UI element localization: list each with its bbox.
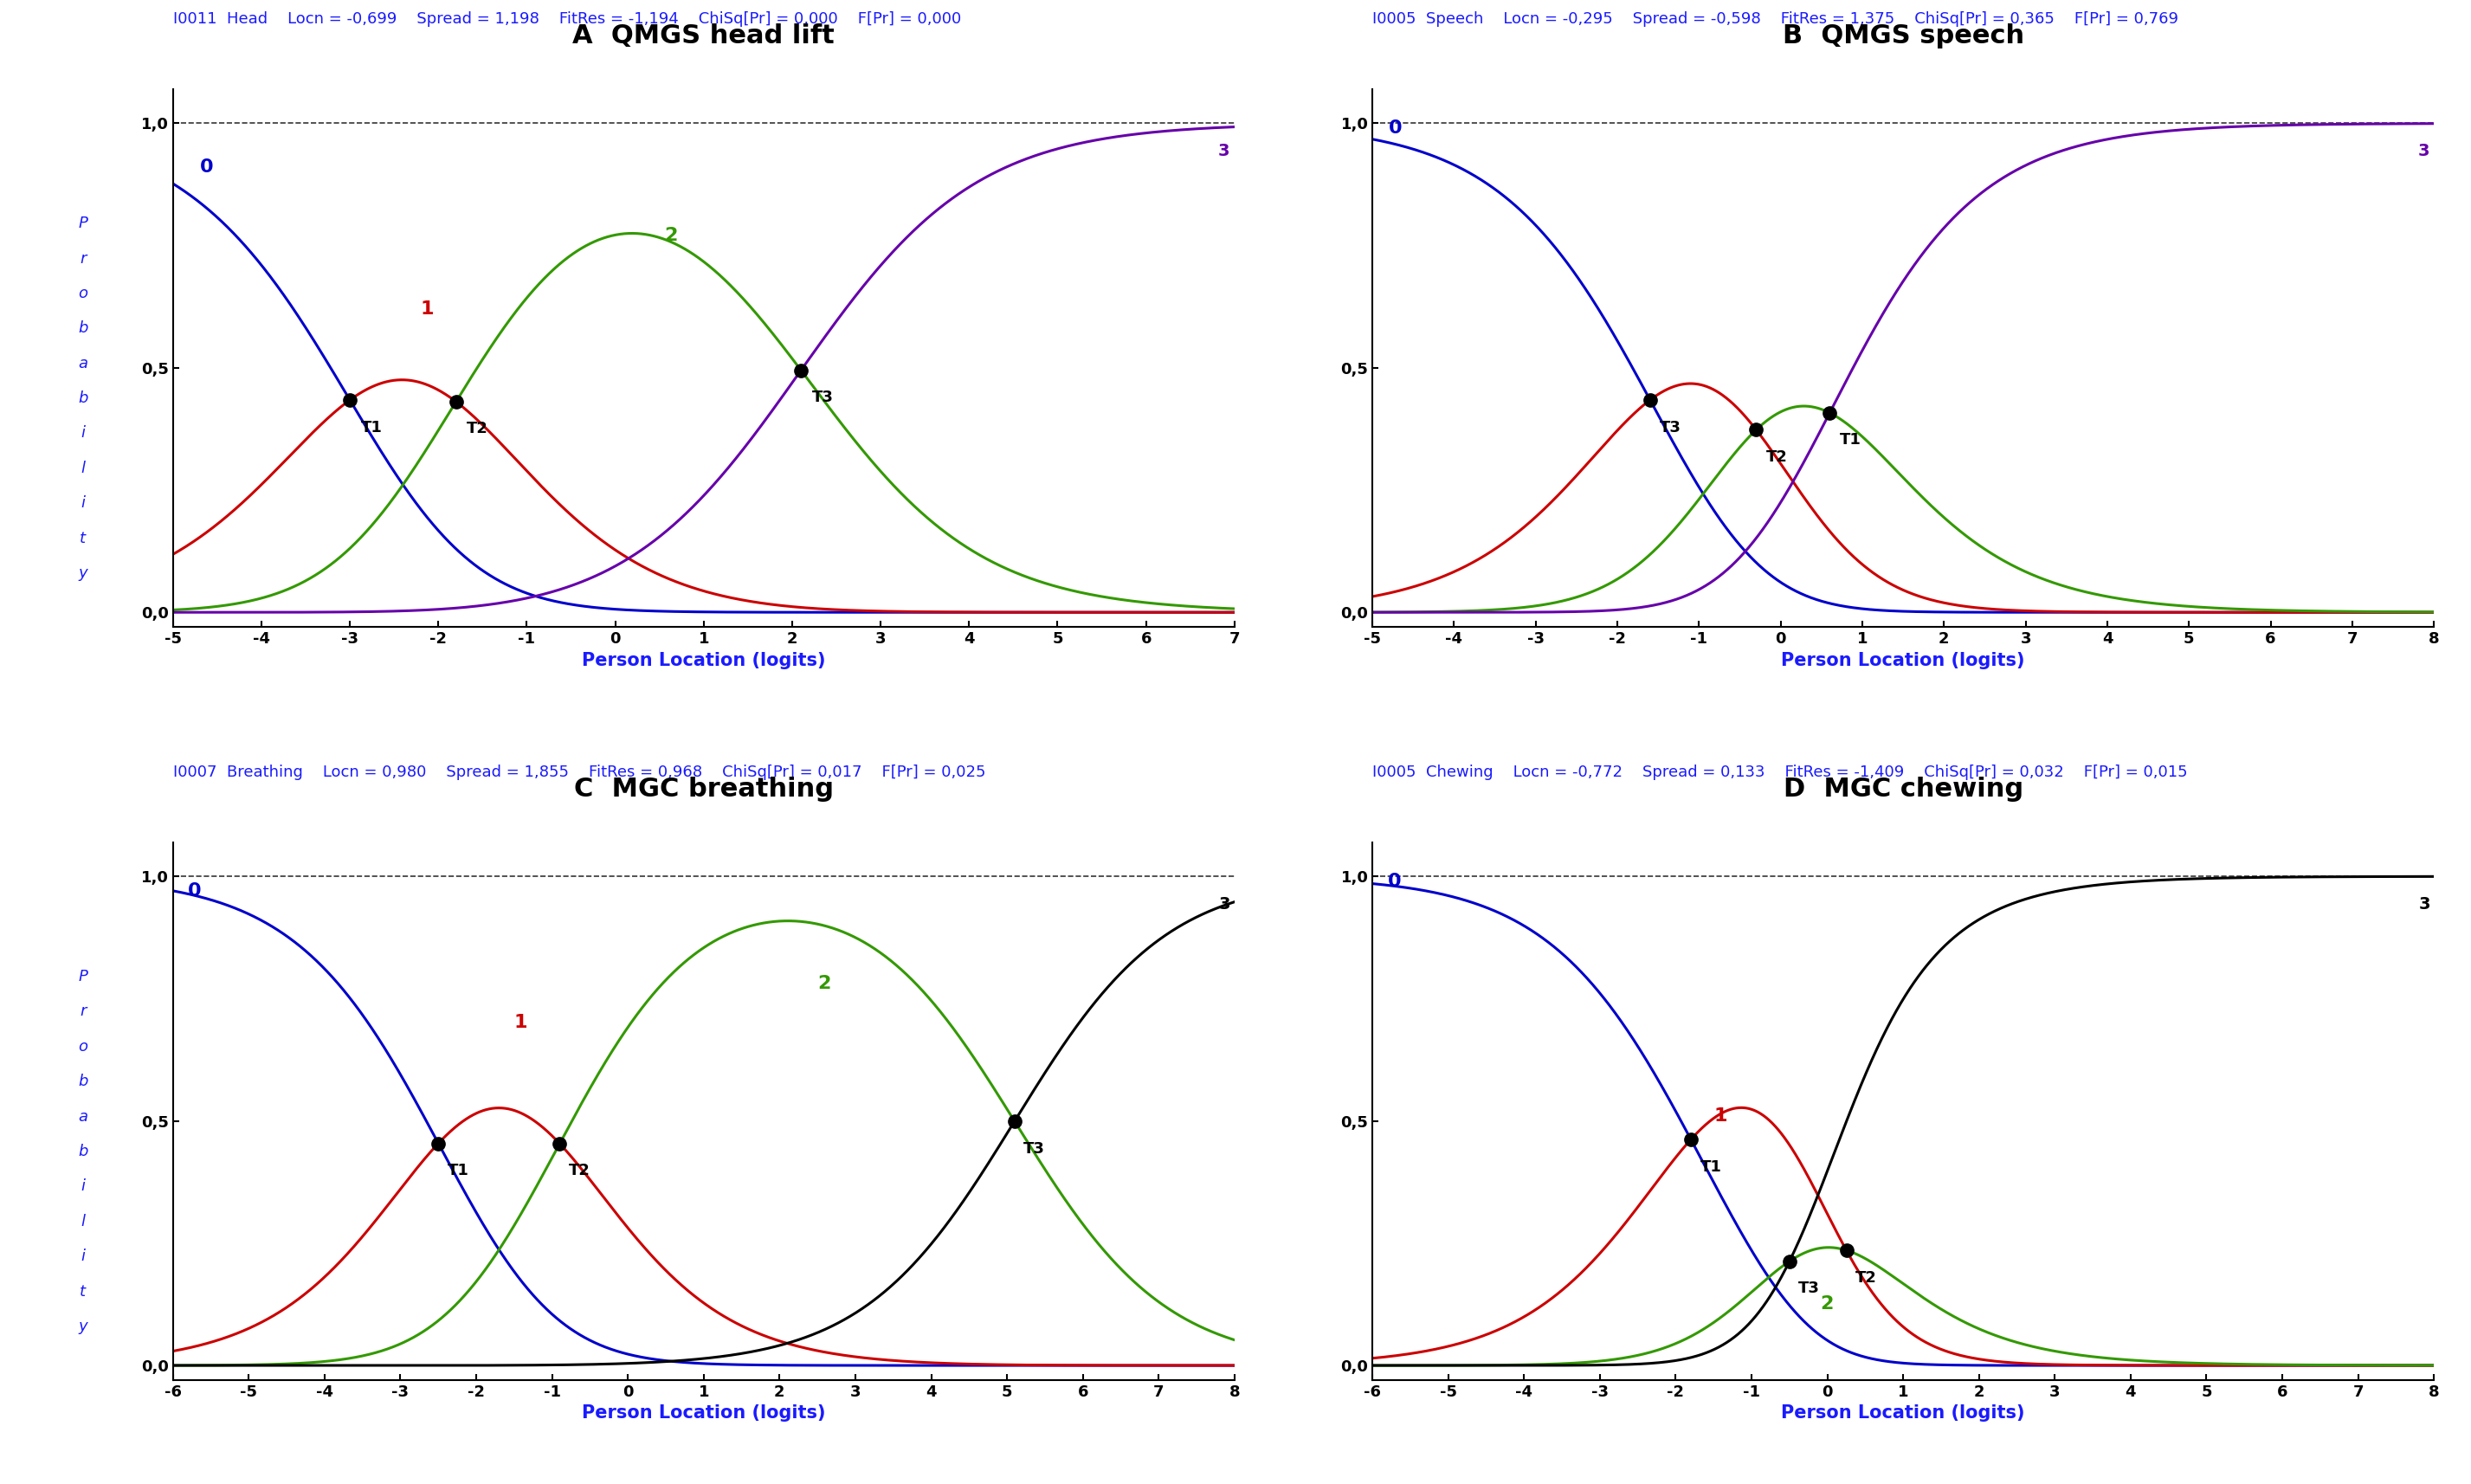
Text: 3: 3 <box>1218 142 1231 159</box>
Text: i: i <box>82 426 84 441</box>
Text: i: i <box>82 1248 84 1264</box>
X-axis label: Person Location (logits): Person Location (logits) <box>581 1405 825 1422</box>
Text: t: t <box>79 1284 86 1298</box>
Text: 0: 0 <box>188 881 203 899</box>
Text: 3: 3 <box>2419 142 2429 159</box>
Text: I0005  Chewing    Locn = -0,772    Spread = 0,133    FitRes = -1,409    ChiSq[Pr: I0005 Chewing Locn = -0,772 Spread = 0,1… <box>1371 764 2187 781</box>
Text: y: y <box>79 565 86 582</box>
Title: D  MGC chewing: D MGC chewing <box>1784 776 2024 801</box>
Text: t: t <box>79 530 86 546</box>
Text: a: a <box>79 1109 86 1125</box>
Text: l: l <box>82 1214 84 1229</box>
Text: T3: T3 <box>1799 1281 1821 1297</box>
Text: b: b <box>77 390 86 407</box>
Text: 0: 0 <box>200 159 213 175</box>
Text: P: P <box>79 969 86 984</box>
Text: I0011  Head    Locn = -0,699    Spread = 1,198    FitRes = -1,194    ChiSq[Pr] =: I0011 Head Locn = -0,699 Spread = 1,198 … <box>173 12 961 27</box>
X-axis label: Person Location (logits): Person Location (logits) <box>1782 1405 2026 1422</box>
Text: 1: 1 <box>420 300 435 318</box>
Text: 0: 0 <box>1389 873 1401 889</box>
Text: T3: T3 <box>810 390 833 405</box>
Text: T2: T2 <box>1767 450 1787 464</box>
Text: l: l <box>82 460 84 476</box>
Text: i: i <box>82 1178 84 1195</box>
Text: T2: T2 <box>1856 1270 1878 1285</box>
Text: b: b <box>77 321 86 337</box>
Title: C  MGC breathing: C MGC breathing <box>573 776 833 801</box>
Text: i: i <box>82 496 84 510</box>
Text: 2: 2 <box>665 227 677 243</box>
Title: A  QMGS head lift: A QMGS head lift <box>573 24 835 49</box>
Text: 2: 2 <box>818 975 830 993</box>
Text: T1: T1 <box>361 420 383 435</box>
Text: I0007  Breathing    Locn = 0,980    Spread = 1,855    FitRes = 0,968    ChiSq[Pr: I0007 Breathing Locn = 0,980 Spread = 1,… <box>173 764 986 781</box>
Text: T1: T1 <box>1838 432 1861 448</box>
Text: 0: 0 <box>1389 119 1404 137</box>
Title: B  QMGS speech: B QMGS speech <box>1782 24 2024 49</box>
Text: a: a <box>79 356 86 371</box>
Text: T2: T2 <box>568 1163 591 1178</box>
Text: y: y <box>79 1318 86 1334</box>
X-axis label: Person Location (logits): Person Location (logits) <box>581 651 825 669</box>
Text: T1: T1 <box>1700 1159 1722 1174</box>
Text: b: b <box>77 1074 86 1089</box>
Text: I0005  Speech    Locn = -0,295    Spread = -0,598    FitRes = 1,375    ChiSq[Pr]: I0005 Speech Locn = -0,295 Spread = -0,5… <box>1371 12 2179 27</box>
Text: b: b <box>77 1144 86 1159</box>
Text: T3: T3 <box>1023 1141 1045 1156</box>
X-axis label: Person Location (logits): Person Location (logits) <box>1782 651 2026 669</box>
Text: 1: 1 <box>1715 1107 1727 1125</box>
Text: T1: T1 <box>447 1163 469 1178</box>
Text: 3: 3 <box>2419 896 2429 913</box>
Text: P: P <box>79 215 86 232</box>
Text: r: r <box>79 251 86 266</box>
Text: T3: T3 <box>1661 420 1680 435</box>
Text: r: r <box>79 1003 86 1020</box>
Text: 1: 1 <box>514 1014 529 1031</box>
Text: o: o <box>79 1039 86 1055</box>
Text: 3: 3 <box>1218 896 1231 913</box>
Text: o: o <box>79 285 86 301</box>
Text: T2: T2 <box>467 421 489 436</box>
Text: 2: 2 <box>1819 1296 1833 1313</box>
